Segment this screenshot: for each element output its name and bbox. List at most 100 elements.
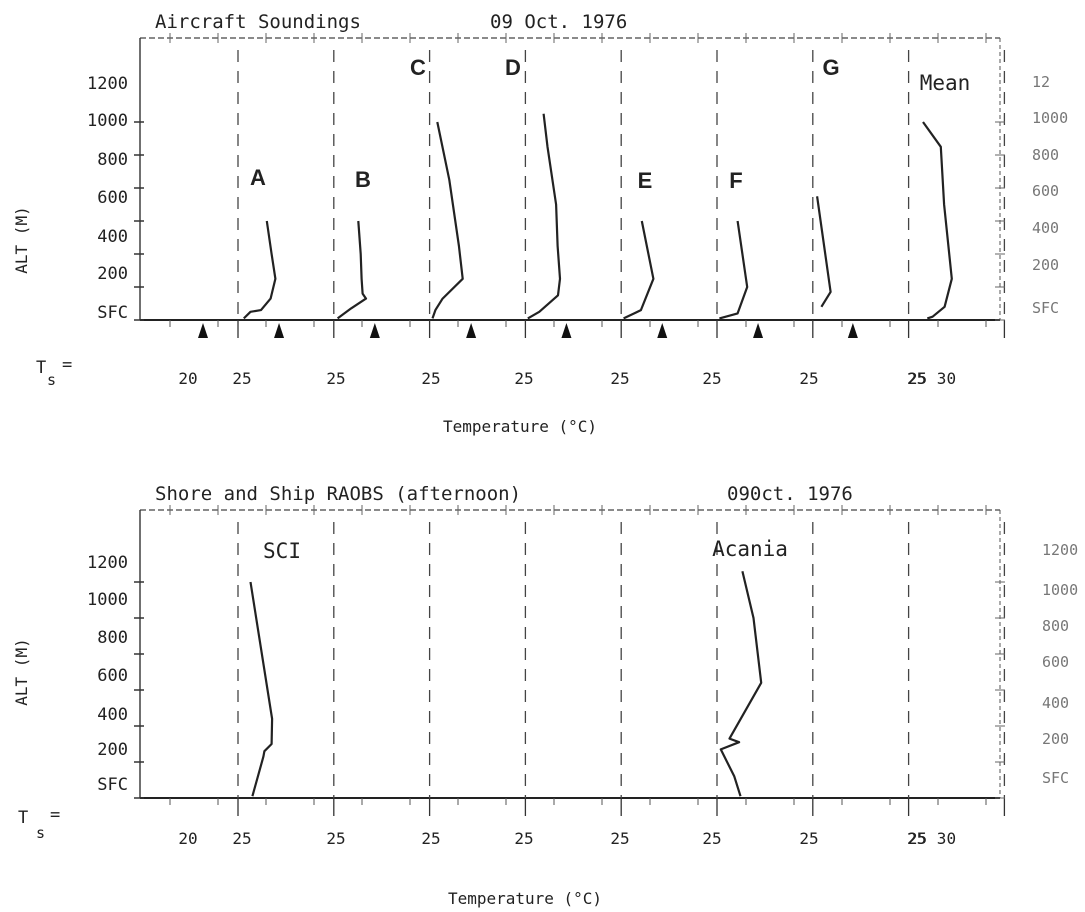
y-tick-label: 600 [97,188,128,208]
series-label-d: D [505,55,521,80]
top-x-axis-label: Temperature (°C) [443,417,597,436]
y-tick-label: 600 [97,666,128,686]
y-tick-label: 400 [97,705,128,725]
series-line-sci [249,581,274,797]
series-label-mean: Mean [920,71,971,95]
x-tick-label: 25 [702,369,721,388]
x-tick-label: 25 [421,829,440,848]
svg-text:=: = [62,355,72,375]
right-tick-label: 600 [1032,182,1059,200]
y-tick-label: 200 [97,740,128,760]
top-dashed-dividers [237,50,1006,320]
top-plot-frame [139,37,1001,321]
right-tick-label: SFC [1042,769,1069,787]
x-tick-label: 25 [907,829,926,848]
y-tick-label: 200 [97,264,128,284]
series-label-acania: Acania [712,537,788,561]
series-line-g [816,196,832,308]
sea-surface-marker [561,323,572,338]
top-series-labels: A B C D E F G Mean [250,55,970,193]
series-line-acania [719,570,763,797]
bottom-axis-ticks [134,505,1006,816]
top-ts-label: T s = [36,355,72,389]
x-tick-label: 25 [799,369,818,388]
series-line-c [431,121,464,319]
top-chart-date: 09 Oct. 1976 [490,11,627,33]
series-line-a [243,220,277,320]
x-tick-label: 25 [232,369,251,388]
top-axis-ticks [134,33,1006,338]
series-line-e [623,220,655,320]
right-tick-label: 400 [1032,219,1059,237]
bottom-y-tick-labels: SFC 200 400 600 800 1000 1200 [87,553,128,795]
top-y-tick-labels: SFC 200 400 600 800 1000 1200 [87,74,128,323]
bottom-x-axis-label: Temperature (°C) [448,889,602,908]
right-tick-label: 800 [1032,146,1059,164]
right-tick-label: 1000 [1042,581,1078,599]
x-tick-label: 25 30 [908,369,956,388]
top-sea-surface-markers [198,323,858,338]
right-tick-label: 12 [1032,73,1050,91]
series-line-f [719,220,749,320]
series-label-b: B [355,167,371,192]
y-tick-label: SFC [97,303,128,323]
sea-surface-marker [847,323,858,338]
series-label-e: E [638,168,653,193]
series-label-a: A [250,165,266,190]
x-tick-label: 25 [232,829,251,848]
bottom-ts-label: T s = [18,805,60,842]
sea-surface-marker [753,323,764,338]
y-tick-label: 400 [97,227,128,247]
series-line-mean [922,121,953,320]
shore-ship-raobs-chart: SFC 200 400 600 800 1000 1200 SFC 200 400 600 800 1… [12,483,1078,908]
x-tick-label: 25 [799,829,818,848]
sea-surface-marker [466,323,477,338]
sea-surface-marker [369,323,380,338]
x-tick-label: 20 [178,829,197,848]
right-tick-label: 1000 [1032,109,1068,127]
svg-text:s: s [47,371,56,389]
svg-text:T: T [18,808,28,828]
aircraft-soundings-chart: SFC 200 400 600 800 1000 1200 SFC 200 400 600 800 1… [12,11,1068,436]
bottom-chart-title: Shore and Ship RAOBS (afternoon) [155,483,521,505]
svg-text:s: s [36,824,45,842]
x-tick-label: 20 [178,369,197,388]
x-tick-label: 25 [610,829,629,848]
bottom-series-labels: SCI Acania [263,537,788,563]
svg-text:T: T [36,358,46,378]
x-tick-label: 25 30 [908,829,956,848]
series-line-b [336,220,368,320]
bottom-series-lines [249,570,763,797]
x-tick-label: 25 [326,369,345,388]
bottom-right-tick-labels: SFC 200 400 600 800 1000 1200 [1042,541,1078,787]
sea-surface-marker [274,323,285,338]
series-label-f: F [729,168,742,193]
y-tick-label: 800 [97,150,128,170]
bottom-chart-date: 090ct. 1976 [727,483,853,505]
y-tick-label: 1000 [87,111,128,131]
top-chart-title: Aircraft Soundings [155,11,361,33]
series-label-sci: SCI [263,539,301,563]
right-tick-label: 200 [1042,730,1069,748]
right-tick-label: 600 [1042,653,1069,671]
bottom-dashed-dividers [237,522,1006,798]
series-label-c: C [410,55,426,80]
x-tick-label: 25 [610,369,629,388]
svg-text:=: = [50,805,60,825]
x-tick-label: 25 [326,829,345,848]
y-tick-label: SFC [97,775,128,795]
y-tick-label: 1200 [87,74,128,94]
top-series-lines [243,113,953,320]
y-tick-label: 800 [97,628,128,648]
right-tick-label: SFC [1032,299,1059,317]
sea-surface-marker [198,323,208,338]
y-tick-label: 1000 [87,590,128,610]
right-tick-label: 400 [1042,694,1069,712]
top-right-tick-labels: SFC 200 400 600 800 1000 12 [1032,73,1068,317]
right-tick-label: 1200 [1042,541,1078,559]
top-y-axis-label: ALT (M) [12,206,31,273]
bottom-y-axis-label: ALT (M) [12,638,31,705]
